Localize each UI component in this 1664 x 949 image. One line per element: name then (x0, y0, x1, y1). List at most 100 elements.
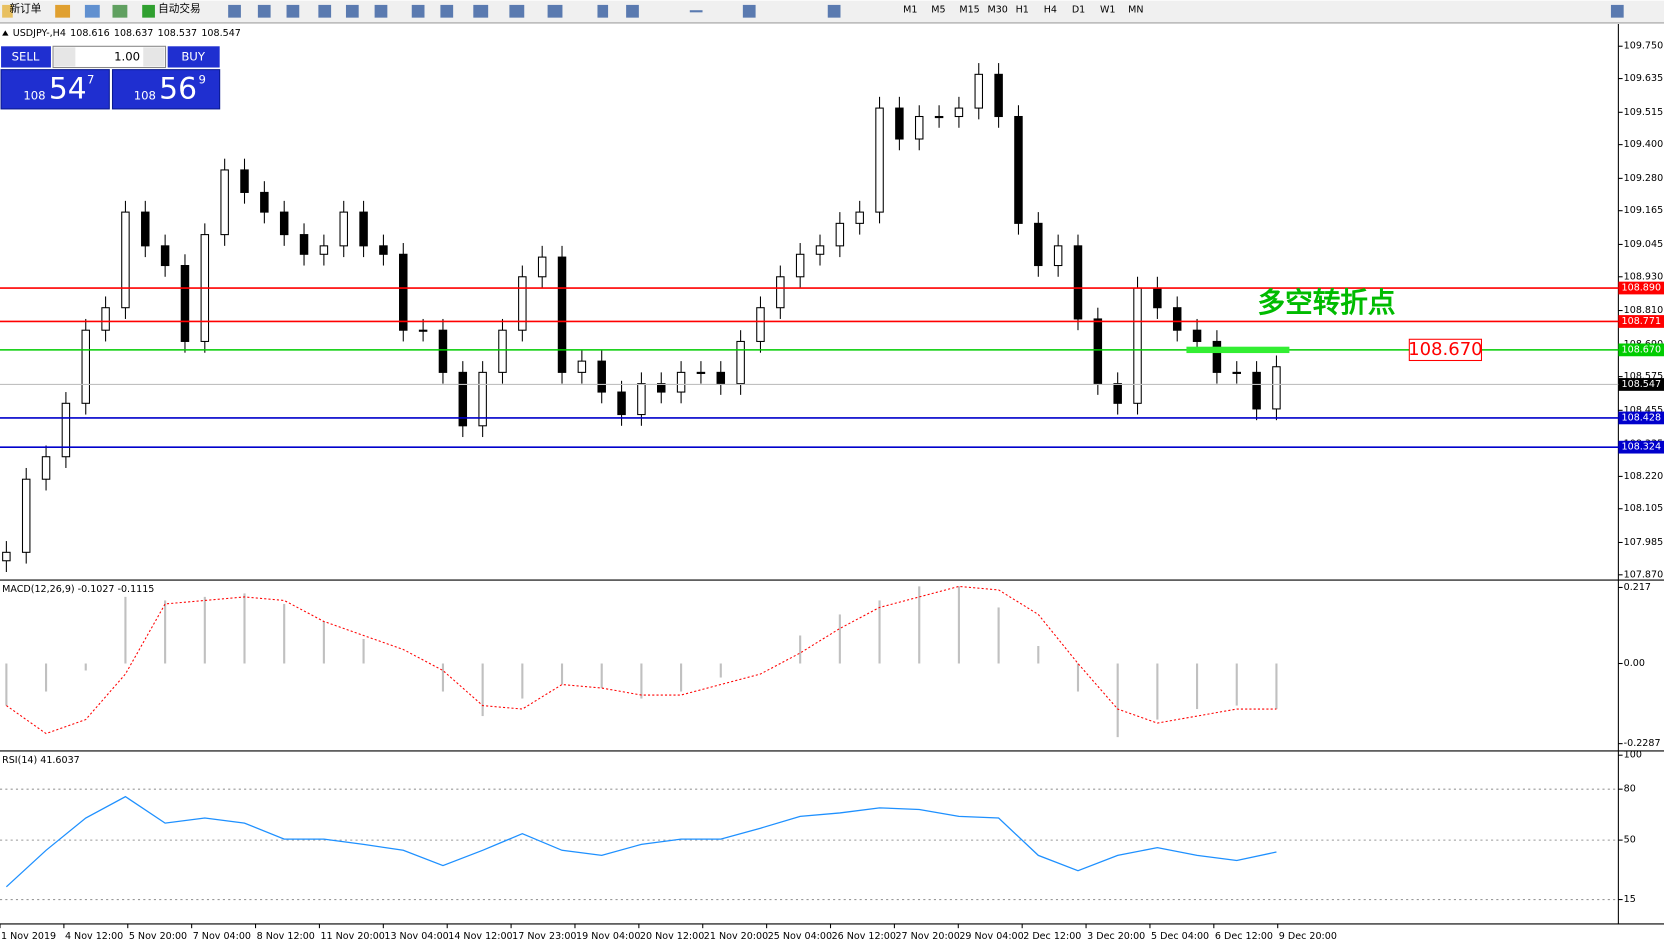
icon[interactable] (55, 4, 71, 18)
candle-body (121, 211, 130, 309)
icon[interactable] (112, 4, 128, 18)
timeframe[interactable]: H1 (1016, 5, 1029, 16)
candle-body (597, 360, 606, 393)
candle-body (1073, 245, 1083, 320)
x-tick-label: 5 Dec 04:00 (1151, 931, 1209, 942)
y-tick-label: 109.045 (1624, 239, 1663, 250)
icon[interactable] (142, 4, 155, 18)
icon[interactable] (440, 4, 454, 18)
icon[interactable] (509, 4, 525, 18)
candle-body (220, 169, 229, 236)
candle-body (1034, 222, 1043, 267)
sell-price[interactable] (0, 69, 110, 110)
candle-body (835, 222, 845, 247)
buy-button[interactable] (167, 46, 220, 68)
timeframe[interactable]: MN (1128, 5, 1143, 16)
icon[interactable] (374, 4, 388, 18)
sell-pips: 54 (49, 71, 87, 106)
icon[interactable] (689, 10, 703, 13)
candle-body (478, 371, 487, 427)
icon[interactable] (257, 4, 271, 18)
icon[interactable] (827, 4, 841, 18)
y-tick-label: 108.810 (1624, 305, 1663, 316)
line-price-label: 108.428 (1622, 412, 1661, 423)
candle-body (776, 276, 785, 309)
lots-up[interactable] (143, 47, 165, 67)
lots-value[interactable]: 1.00 (114, 49, 140, 63)
timeframe[interactable]: M30 (987, 5, 1007, 16)
timeframe[interactable]: D1 (1072, 5, 1085, 16)
candle-body (81, 329, 90, 404)
indicator-title: MACD(12,26,9) -0.1027 -0.1115 (2, 584, 154, 595)
icon[interactable] (1610, 4, 1624, 18)
candle-body (1153, 287, 1162, 309)
lots-input[interactable] (52, 45, 167, 69)
candle-body (61, 402, 71, 458)
symbol: USDJPY-,H4 (13, 28, 66, 39)
line-price-box (1618, 281, 1664, 295)
icon[interactable] (2, 4, 13, 18)
candle-body (180, 265, 190, 342)
line-price-label: 108.670 (1622, 344, 1661, 355)
candle-body (41, 456, 51, 480)
candle-body (279, 211, 289, 236)
candle-body (359, 211, 368, 247)
timeframe[interactable]: W1 (1100, 5, 1116, 16)
timeframe[interactable]: M1 (903, 5, 917, 16)
timeframe[interactable]: M15 (959, 5, 979, 16)
candle-body (756, 307, 765, 342)
candle-body (577, 360, 587, 373)
buy-label[interactable]: BUY (181, 49, 206, 63)
y-tick-label: 108.930 (1624, 271, 1663, 282)
y-tick-label: 100 (1624, 750, 1642, 761)
candle-body (696, 371, 706, 374)
new-order[interactable]: 新订单 (10, 2, 42, 15)
candle-body (399, 253, 408, 331)
icon[interactable] (626, 4, 639, 18)
icon[interactable] (345, 4, 359, 18)
candle-body (101, 307, 110, 331)
icon[interactable] (318, 4, 332, 18)
icon[interactable] (84, 4, 100, 18)
timeframe[interactable]: M5 (931, 5, 945, 16)
icon[interactable] (411, 4, 425, 18)
candle-body (1172, 307, 1182, 331)
candle-body (339, 211, 348, 247)
timeframe[interactable]: H4 (1044, 5, 1057, 16)
icon[interactable] (473, 4, 489, 18)
y-tick-label: 80 (1624, 784, 1636, 795)
x-tick-label: 11 Nov 20:00 (320, 931, 384, 942)
y-tick-label: 108.220 (1624, 471, 1663, 482)
sell-big: 108 (23, 89, 45, 103)
sell-button[interactable] (1, 46, 51, 68)
collapse-icon[interactable] (2, 30, 9, 36)
candle-body (974, 73, 984, 109)
y-tick-label: 108.105 (1624, 503, 1663, 514)
signal-line (6, 585, 1277, 735)
x-tick-label: 7 Nov 04:00 (193, 931, 251, 942)
candle-body (141, 211, 150, 247)
buy-pips: 56 (159, 71, 197, 106)
icon[interactable] (547, 4, 563, 18)
lots-down[interactable] (54, 47, 76, 67)
auto-trade[interactable]: 自动交易 (158, 2, 200, 15)
candle-body (418, 329, 428, 332)
icon[interactable] (597, 4, 609, 18)
rsi-line (5, 795, 1277, 888)
sell-label[interactable]: SELL (12, 49, 40, 63)
y-tick-label: 50 (1624, 835, 1636, 846)
icon[interactable] (742, 4, 756, 18)
icon[interactable] (286, 4, 300, 18)
icon[interactable] (228, 4, 241, 18)
y-tick-label: 107.870 (1624, 569, 1663, 580)
candle-body (934, 115, 944, 119)
price-panel (0, 24, 1619, 580)
y-tick-label: 109.165 (1624, 205, 1663, 216)
x-tick-label: 19 Nov 04:00 (576, 931, 640, 942)
buy-price[interactable] (111, 69, 221, 110)
x-tick-label: 14 Nov 12:00 (448, 931, 512, 942)
candle-body (319, 245, 329, 255)
line-price-box (1618, 411, 1664, 425)
